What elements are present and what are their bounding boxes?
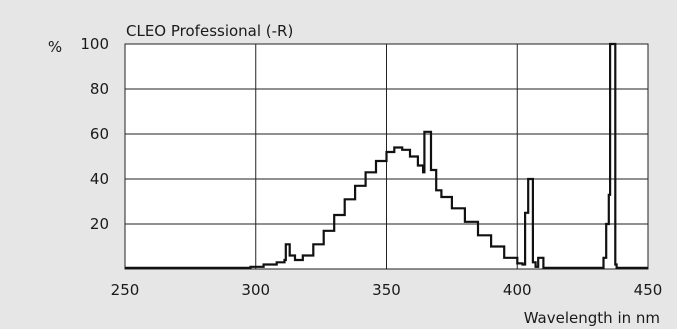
y-tick-label: 40 (90, 170, 109, 188)
y-tick-label: 80 (90, 80, 109, 98)
plot-frame (124, 43, 649, 270)
chart-title: CLEO Professional (-R) (126, 22, 293, 40)
y-tick-label: 100 (80, 35, 109, 53)
y-tick-labels: 20 40 60 80 100 (80, 35, 109, 233)
y-tick-label: 60 (90, 125, 109, 143)
x-tick-label: 400 (503, 281, 532, 299)
x-tick-label: 250 (111, 281, 140, 299)
x-tick-label: 300 (241, 281, 270, 299)
x-tick-label: 450 (634, 281, 663, 299)
x-tick-labels: 250 300 350 400 450 (111, 281, 663, 299)
x-tick-label: 350 (372, 281, 401, 299)
x-axis-label: Wavelength in nm (524, 309, 660, 327)
spectrum-line (125, 42, 648, 269)
y-axis-label: % (48, 38, 62, 56)
y-tick-label: 20 (90, 215, 109, 233)
